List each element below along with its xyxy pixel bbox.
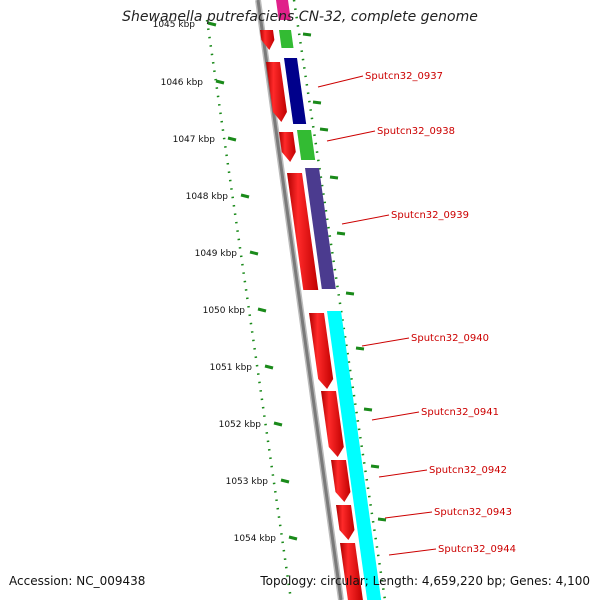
- gene-label: Sputcn32_0939: [391, 210, 469, 221]
- gene-leader-line: [384, 511, 433, 519]
- gene-leader-line: [371, 411, 420, 421]
- inner-major-tick: [312, 100, 322, 105]
- gene-label: Sputcn32_0938: [377, 126, 455, 137]
- gene-label: Sputcn32_0941: [421, 407, 499, 418]
- genome-summary: Topology: circular; Length: 4,659,220 bp…: [260, 574, 590, 588]
- cog-block: [327, 311, 382, 600]
- axis-tick-label: 1045 kbp: [153, 20, 196, 30]
- cds-block: [340, 543, 363, 600]
- gene-leader-line: [361, 337, 410, 347]
- cog-block: [276, 0, 291, 20]
- accession-text: Accession: NC_009438: [9, 574, 146, 588]
- cds-block: [287, 173, 319, 290]
- gene-labels: Sputcn32_0937 Sputcn32_0938 Sputcn32_0939 S…: [317, 71, 516, 556]
- gene-label: Sputcn32_0943: [434, 507, 512, 518]
- gene-leader-line: [317, 75, 364, 88]
- cog-block: [305, 168, 336, 289]
- inner-major-tick: [355, 346, 365, 351]
- cds-block: [331, 460, 351, 502]
- cds-block: [309, 313, 334, 389]
- axis-tick-label: 1050 kbp: [203, 306, 246, 316]
- inner-major-tick: [336, 231, 346, 236]
- cog-block: [284, 58, 307, 124]
- outer-major-tick: [264, 364, 274, 370]
- axis-tick-label: 1047 kbp: [173, 135, 216, 145]
- inner-major-tick: [370, 464, 380, 469]
- cog-block: [279, 30, 294, 48]
- outer-major-tick: [215, 79, 225, 85]
- outer-major-tick: [257, 307, 267, 313]
- cog-block: [297, 130, 316, 160]
- axis-tick-label: 1048 kbp: [186, 192, 229, 202]
- genome-title: Shewanella putrefaciens CN-32, complete …: [122, 9, 478, 25]
- inner-major-tick: [377, 517, 387, 522]
- axis-tick-label: 1054 kbp: [234, 534, 277, 544]
- gene-leader-line: [388, 548, 437, 556]
- cog-features: [276, 0, 382, 600]
- gene-leader-line: [341, 214, 390, 225]
- inner-major-tick: [319, 127, 329, 132]
- axis-labels: 1045 kbp 1046 kbp 1047 kbp 1048 kbp 1049 kbp…: [153, 20, 277, 544]
- gene-label: Sputcn32_0942: [429, 465, 507, 476]
- tick-marks: [207, 21, 387, 541]
- outer-major-tick: [288, 535, 298, 541]
- outer-major-tick: [249, 250, 259, 256]
- gene-label: Sputcn32_0944: [438, 544, 516, 555]
- axis-tick-label: 1049 kbp: [195, 249, 238, 259]
- axis-tick-label: 1046 kbp: [161, 78, 204, 88]
- cds-block: [260, 30, 275, 50]
- cds-block: [336, 505, 355, 540]
- outer-major-tick: [207, 21, 217, 27]
- cds-block: [321, 391, 344, 457]
- inner-major-tick: [363, 407, 373, 412]
- outer-major-tick: [240, 193, 250, 199]
- outer-major-tick: [280, 478, 290, 484]
- outer-major-tick: [227, 136, 237, 142]
- gene-label: Sputcn32_0940: [411, 333, 489, 344]
- gene-leader-line: [326, 130, 376, 142]
- axis-tick-label: 1052 kbp: [219, 420, 262, 430]
- gene-leader-line: [378, 469, 428, 478]
- cds-features: [260, 30, 363, 600]
- inner-major-tick: [329, 175, 339, 180]
- outer-major-tick: [273, 421, 283, 427]
- inner-major-tick: [302, 32, 312, 37]
- axis-tick-label: 1053 kbp: [226, 477, 269, 487]
- axis-tick-label: 1051 kbp: [210, 363, 253, 373]
- cds-block: [279, 132, 296, 162]
- cds-block: [266, 62, 287, 122]
- gene-label: Sputcn32_0937: [365, 71, 443, 82]
- inner-major-tick: [345, 291, 355, 296]
